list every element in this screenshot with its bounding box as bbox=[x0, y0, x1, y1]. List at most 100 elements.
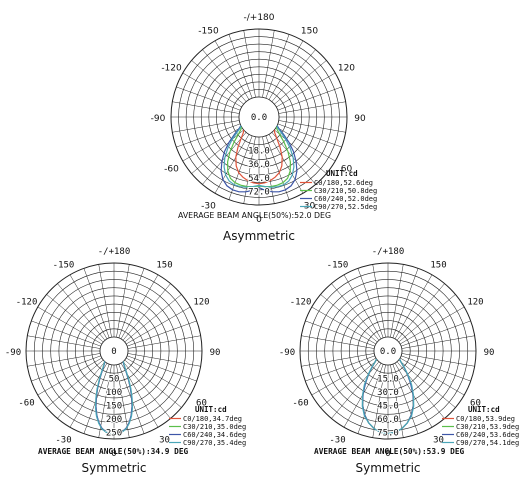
angle-label: 150 bbox=[430, 261, 446, 271]
grid-spoke bbox=[399, 306, 465, 345]
grid-spoke bbox=[311, 306, 377, 345]
grid-spoke bbox=[305, 355, 375, 382]
grid-spoke bbox=[191, 60, 244, 105]
grid-spoke bbox=[268, 40, 304, 100]
grid-spoke bbox=[37, 306, 103, 345]
angle-label: 30 bbox=[159, 435, 170, 445]
radial-tick-label: 100 bbox=[106, 388, 122, 398]
grid-spoke bbox=[401, 355, 471, 382]
grid-spoke bbox=[262, 30, 275, 98]
angle-label: -90 bbox=[279, 348, 295, 358]
grid-spoke bbox=[390, 364, 404, 438]
legend-entry: C0/180,52.6deg bbox=[314, 179, 373, 187]
grid-spoke bbox=[399, 357, 465, 396]
angle-label: 150 bbox=[156, 261, 172, 271]
angle-label: 120 bbox=[338, 64, 355, 74]
grid-spoke bbox=[301, 335, 375, 349]
angle-label: -30 bbox=[329, 435, 345, 445]
radial-tick-label: 50 bbox=[109, 374, 120, 384]
grid-spoke bbox=[27, 353, 101, 367]
angle-label: -120 bbox=[16, 298, 38, 308]
grid-spoke bbox=[277, 123, 342, 148]
legend-entry: C30/210,50.8deg bbox=[314, 187, 377, 195]
angle-label: -/+180 bbox=[244, 13, 275, 23]
grid-spoke bbox=[372, 264, 386, 338]
angle-label: -90 bbox=[151, 114, 166, 124]
angle-label: -30 bbox=[201, 201, 216, 211]
angle-label: -60 bbox=[18, 399, 34, 409]
angle-label: -150 bbox=[53, 261, 75, 271]
grid-spoke bbox=[127, 320, 197, 347]
angle-label: 120 bbox=[193, 298, 209, 308]
series-curve bbox=[235, 129, 283, 185]
grid-spoke bbox=[396, 361, 445, 419]
radial-tick-label: 150 bbox=[106, 401, 122, 411]
grid-spoke bbox=[46, 294, 104, 343]
grid-spoke bbox=[31, 320, 101, 347]
angle-label: 150 bbox=[301, 27, 318, 37]
angle-label: -30 bbox=[55, 435, 71, 445]
grid-spoke bbox=[228, 34, 253, 99]
grid-spoke bbox=[83, 268, 110, 338]
radial-tick-label: 72.0 bbox=[248, 187, 270, 197]
beam-angle-summary: AVERAGE BEAM ANGLE(50%):34.9 DEG bbox=[38, 447, 189, 456]
chart-caption: Symmetric bbox=[81, 461, 146, 475]
grid-spoke bbox=[182, 126, 242, 162]
grid-spoke bbox=[98, 264, 112, 338]
angle-label: 60 bbox=[470, 399, 481, 409]
beam-angle-summary: AVERAGE BEAM ANGLE(50%):52.0 DEG bbox=[178, 211, 331, 220]
grid-spoke bbox=[398, 359, 456, 408]
radial-tick-label: 0.0 bbox=[251, 113, 267, 123]
grid-spoke bbox=[276, 72, 336, 108]
grid-spoke bbox=[265, 34, 290, 99]
grid-spoke bbox=[357, 364, 384, 434]
grid-spoke bbox=[357, 268, 384, 338]
grid-spoke bbox=[320, 294, 378, 343]
grid-spoke bbox=[127, 355, 197, 382]
angle-label: -90 bbox=[5, 348, 21, 358]
legend-entry: C30/210,35.0deg bbox=[183, 423, 246, 431]
grid-spoke bbox=[125, 357, 191, 396]
grid-spoke bbox=[243, 30, 256, 98]
grid-spoke bbox=[278, 120, 346, 133]
legend-entry: C0/180,34.7deg bbox=[183, 415, 242, 423]
angle-label: -150 bbox=[198, 27, 219, 37]
radial-tick-label: 75.0 bbox=[377, 429, 399, 439]
radial-tick-label: 60.0 bbox=[377, 415, 399, 425]
angle-label: -150 bbox=[327, 261, 349, 271]
angle-label: 0 bbox=[385, 449, 390, 459]
legend-entry: C90/270,35.4deg bbox=[183, 439, 246, 447]
grid-spoke bbox=[176, 86, 241, 111]
grid-spoke bbox=[37, 357, 103, 396]
series-curve bbox=[361, 358, 415, 435]
grid-spoke bbox=[278, 101, 346, 114]
grid-spoke bbox=[331, 283, 380, 341]
legend-entry: C90/270,52.5deg bbox=[314, 203, 377, 211]
legend-entry: C90/270,54.1deg bbox=[456, 439, 519, 447]
grid-spoke bbox=[274, 129, 327, 174]
grid-spoke bbox=[392, 364, 419, 434]
grid-spoke bbox=[301, 353, 375, 367]
grid-spoke bbox=[390, 264, 404, 338]
series-curve bbox=[223, 125, 295, 188]
grid-spoke bbox=[305, 320, 375, 347]
grid-spoke bbox=[396, 283, 445, 341]
angle-label: 90 bbox=[484, 348, 495, 358]
grid-spoke bbox=[122, 361, 171, 419]
grid-spoke bbox=[277, 86, 342, 111]
series-curve bbox=[226, 126, 292, 188]
polar-chart-asymmetric: -/+1801501209060300-30-60-90-120-1500.01… bbox=[151, 13, 378, 243]
grid-spoke bbox=[191, 129, 244, 174]
grid-spoke bbox=[392, 268, 419, 338]
grid-spoke bbox=[271, 49, 316, 102]
unit-label: UNIT:cd bbox=[195, 405, 227, 414]
angle-label: -/+180 bbox=[372, 247, 405, 257]
unit-label: UNIT:cd bbox=[468, 405, 500, 414]
series-curve bbox=[94, 361, 134, 436]
grid-spoke bbox=[127, 335, 201, 349]
radial-tick-label: 0 bbox=[111, 347, 116, 357]
chart-caption: Asymmetric bbox=[223, 229, 295, 243]
angle-label: 30 bbox=[433, 435, 444, 445]
grid-spoke bbox=[262, 136, 275, 204]
